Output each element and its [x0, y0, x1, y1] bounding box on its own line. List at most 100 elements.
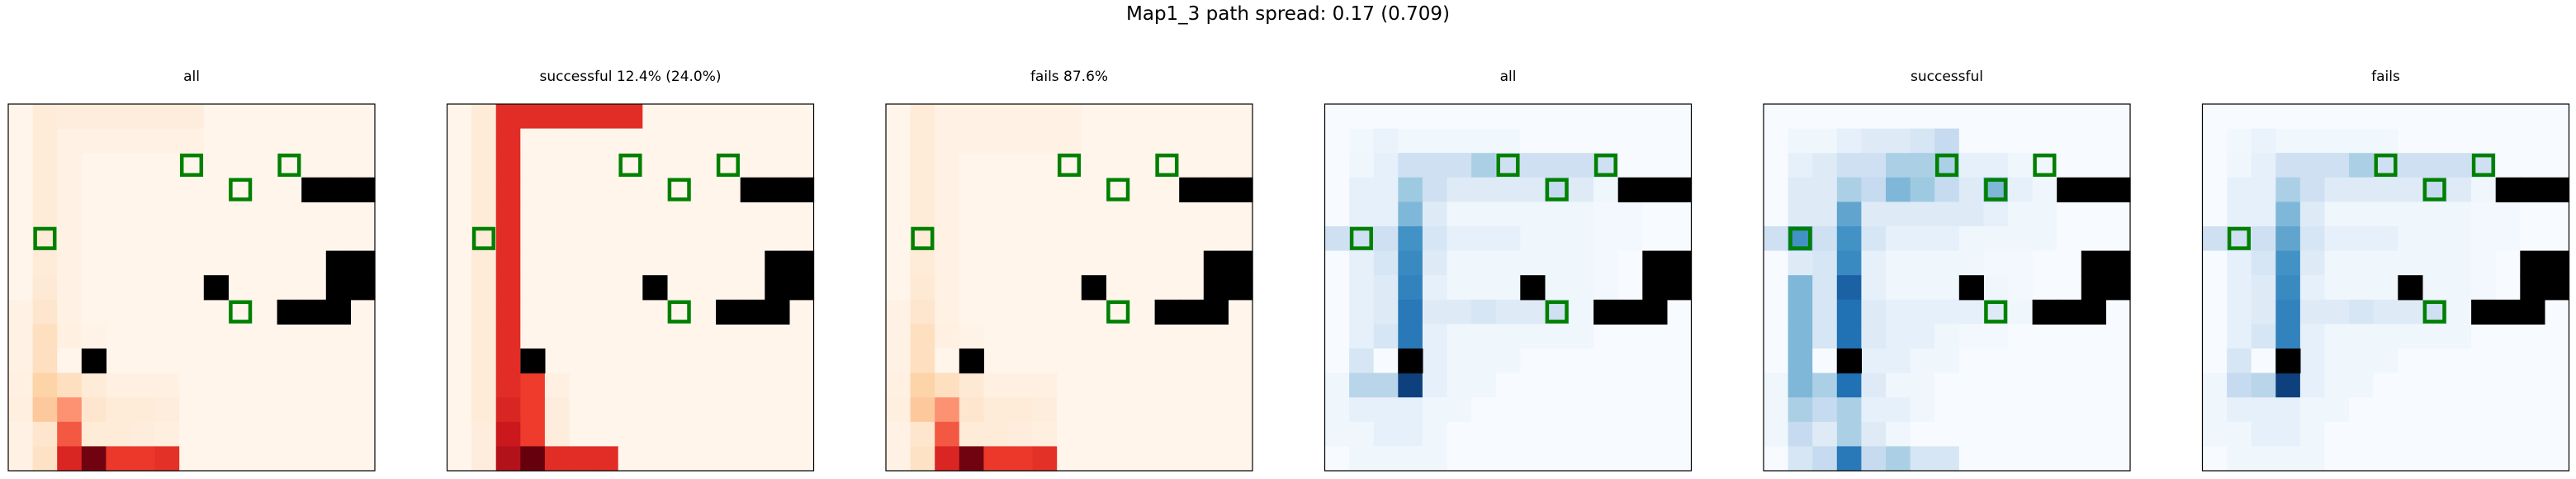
heatmap-cell	[2446, 397, 2472, 423]
heatmap-cell	[1910, 421, 1935, 447]
heatmap-cell	[1861, 250, 1887, 276]
heatmap-cell	[1520, 104, 1546, 130]
heatmap-cell	[1349, 324, 1375, 349]
heatmap-cell	[935, 226, 960, 252]
heatmap-cell	[1910, 226, 1935, 252]
heatmap-cell	[277, 202, 302, 227]
heatmap-cell	[106, 299, 131, 325]
heatmap-cell	[8, 299, 34, 325]
heatmap-cell	[2544, 128, 2570, 154]
heatmap-cell	[1812, 153, 1838, 178]
heatmap-cell	[203, 299, 229, 325]
heatmap-cell	[2275, 153, 2301, 178]
heatmap-cell	[1861, 104, 1887, 130]
heatmap-cell	[2471, 446, 2497, 472]
obstacle-cell	[740, 299, 765, 325]
heatmap-cell	[253, 153, 278, 178]
heatmap-cell	[2202, 446, 2228, 472]
heatmap-cell	[959, 299, 984, 325]
obstacle-cell	[788, 177, 815, 202]
heatmap-cell	[203, 446, 229, 472]
heatmap-cell	[471, 397, 497, 423]
heatmap-cell	[983, 324, 1009, 349]
heatmap-cell	[2105, 446, 2131, 472]
heatmap-cell	[2202, 128, 2228, 154]
heatmap-cell	[666, 226, 693, 252]
heatmap-cell	[2227, 153, 2252, 178]
heatmap-cell	[2057, 153, 2082, 178]
heatmap-cell	[569, 349, 594, 374]
heatmap-cell	[1569, 104, 1594, 130]
heatmap-cell	[2032, 446, 2057, 472]
heatmap-cell	[1008, 349, 1034, 374]
heatmap-cell	[2398, 128, 2423, 154]
heatmap-cell	[2349, 372, 2375, 398]
heatmap-cell	[618, 446, 643, 472]
heatmap-cell	[1008, 153, 1034, 178]
heatmap-cell	[2251, 226, 2276, 252]
heatmap-cell	[130, 226, 156, 252]
heatmap-cell	[2275, 226, 2301, 252]
heatmap-cell	[1471, 226, 1497, 252]
heatmap-cell	[8, 397, 34, 423]
heatmap-cell	[228, 153, 253, 178]
heatmap-cell	[642, 202, 668, 227]
heatmap-cell	[691, 128, 717, 154]
obstacle-cell	[2105, 177, 2131, 202]
heatmap-cell	[1520, 349, 1546, 374]
heatmap-cell	[1617, 153, 1643, 178]
heatmap-cell	[2398, 446, 2423, 472]
heatmap-cell	[1836, 202, 1862, 227]
heatmap-cell	[569, 128, 594, 154]
heatmap-cell	[935, 446, 960, 472]
heatmap-cell	[2057, 446, 2082, 472]
heatmap-cell	[959, 421, 984, 447]
heatmap-cell	[32, 397, 58, 423]
heatmap-cell	[1617, 446, 1643, 472]
heatmap-cell	[1569, 128, 1594, 154]
heatmap-cell	[1228, 324, 1253, 349]
heatmap-cell	[81, 299, 107, 325]
heatmap-cell	[2471, 324, 2497, 349]
heatmap-cell	[106, 372, 131, 398]
heatmap-cell	[1569, 349, 1594, 374]
heatmap-cell	[594, 324, 619, 349]
heatmap-cell	[959, 250, 984, 276]
heatmap-cell	[1910, 128, 1935, 154]
heatmap-cell	[594, 421, 619, 447]
heatmap-cell	[910, 202, 935, 227]
obstacle-cell	[301, 299, 327, 325]
heatmap-cell	[1057, 324, 1082, 349]
heatmap-cell	[1008, 397, 1034, 423]
heatmap-cell	[2373, 349, 2398, 374]
heatmap-cell	[1764, 324, 1789, 349]
heatmap-cell	[886, 226, 912, 252]
goal-marker	[716, 153, 740, 178]
heatmap-cell	[2422, 324, 2448, 349]
heatmap-cell	[277, 104, 302, 130]
heatmap-cell	[983, 372, 1009, 398]
heatmap-cell	[1106, 226, 1131, 252]
heatmap-cell	[1324, 349, 1350, 374]
goal-marker	[1106, 178, 1130, 202]
obstacle-cell	[1081, 275, 1106, 301]
heatmap-cell	[179, 275, 205, 301]
heatmap-cell	[2202, 372, 2228, 398]
heatmap-cell	[1203, 104, 1229, 130]
heatmap-cell	[1349, 202, 1375, 227]
heatmap-cell	[447, 104, 472, 130]
heatmap-cell	[910, 397, 935, 423]
heatmap-cell	[32, 446, 58, 472]
obstacle-cell	[2544, 250, 2570, 276]
heatmap-cell	[618, 128, 643, 154]
heatmap-cell	[32, 177, 58, 202]
heatmap-cell	[1617, 397, 1643, 423]
heatmap-cell	[520, 226, 546, 252]
heatmap-cell	[106, 349, 131, 374]
heatmap-cell	[106, 226, 131, 252]
heatmap-cell	[1544, 397, 1570, 423]
heatmap-cell	[666, 128, 693, 154]
panel-title: fails	[2371, 69, 2400, 85]
heatmap-cell	[1154, 275, 1180, 301]
heatmap-cell	[1349, 250, 1375, 276]
